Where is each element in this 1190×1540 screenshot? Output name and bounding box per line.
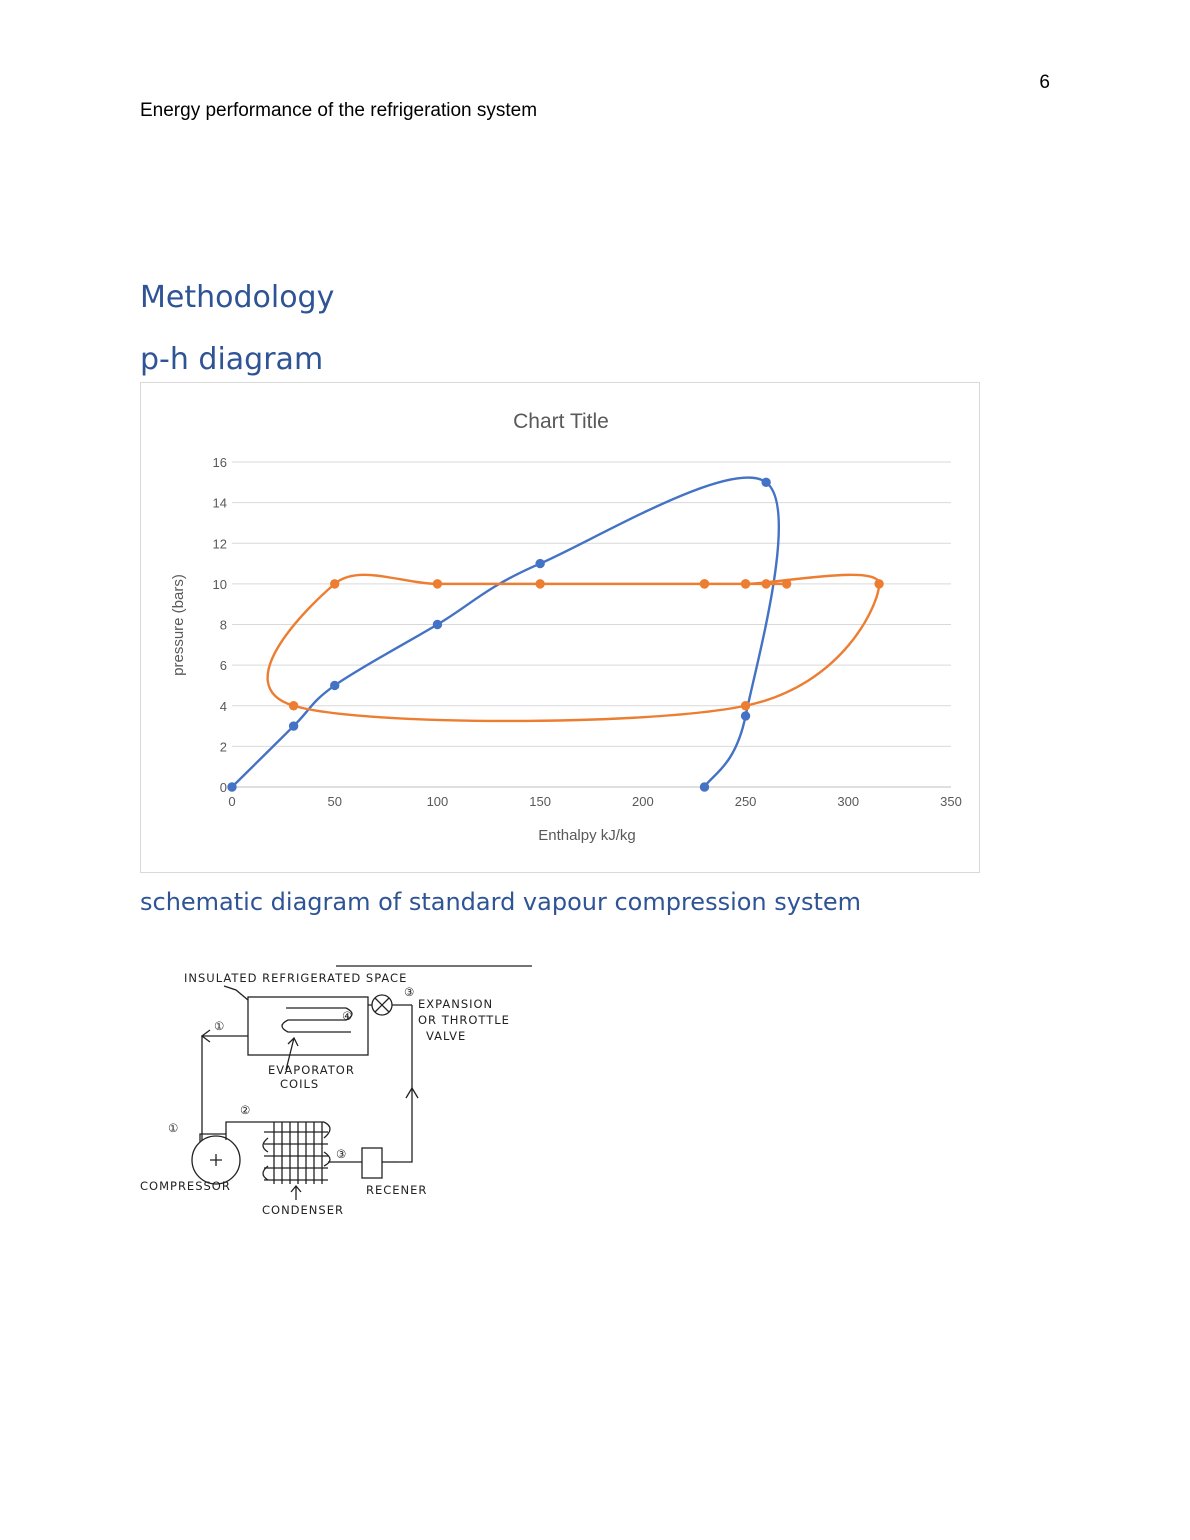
series-2-point xyxy=(874,579,884,589)
series-2-line xyxy=(266,573,881,723)
ph-chart-svg: Chart Title 0 2 4 6 8 10 12 14 16 0 50 100 150 200 250… xyxy=(170,410,962,844)
methodology-heading: Methodology xyxy=(140,280,335,315)
liquid-line-arrow xyxy=(405,1086,419,1099)
receiver-label: RECENER xyxy=(366,1183,427,1197)
schematic-svg: INSULATED REFRIGERATED SPACE ④ ③ EXPANSI… xyxy=(140,965,532,1217)
grid-lines xyxy=(232,461,951,788)
series-1-point xyxy=(330,680,340,691)
expansion-label-3: VALVE xyxy=(426,1029,466,1043)
running-head: Energy performance of the refrigeration … xyxy=(140,100,538,121)
ph-diagram-heading: p-h diagram xyxy=(140,342,324,377)
series-2-point xyxy=(740,579,751,589)
vapour-compression-schematic: INSULATED REFRIGERATED SPACE ④ ③ EXPANSI… xyxy=(136,962,532,1242)
state-4-marker: ④ xyxy=(342,1009,353,1023)
series-2-point xyxy=(288,701,299,711)
x-tick-label: 250 xyxy=(735,794,757,809)
evaporator-label-1: EVAPORATOR xyxy=(268,1063,355,1077)
series-2-point xyxy=(761,579,771,589)
compressor-plus xyxy=(210,1154,222,1166)
series-2-point xyxy=(535,579,545,589)
ph-chart: Chart Title 0 2 4 6 8 10 12 14 16 0 50 100 150 200 250… xyxy=(140,382,980,873)
condenser-label: CONDENSER xyxy=(262,1203,344,1217)
suction-line xyxy=(201,1035,248,1140)
compressor-head xyxy=(199,1133,227,1142)
series-1-point xyxy=(432,619,443,630)
discharge-line xyxy=(225,1121,324,1134)
compressor-label: COMPRESSOR xyxy=(140,1179,231,1193)
space-pointer xyxy=(223,985,249,1001)
expansion-label-1: EXPANSION xyxy=(418,997,493,1011)
schematic-heading: schematic diagram of standard vapour com… xyxy=(140,888,862,916)
condenser-grid xyxy=(262,1121,331,1184)
series-1-point xyxy=(288,721,299,731)
y-tick-label: 6 xyxy=(220,658,227,673)
evaporator-coil xyxy=(281,1007,353,1033)
y-tick-label: 12 xyxy=(213,536,227,551)
compressor-icon xyxy=(191,1135,241,1185)
state-1-top-marker: ① xyxy=(214,1019,225,1033)
page-number: 6 xyxy=(1039,72,1050,93)
series-1-point xyxy=(740,711,751,721)
series-1-point xyxy=(761,477,771,488)
series-2-point xyxy=(330,579,340,589)
series-1-point xyxy=(535,558,545,569)
y-tick-label: 14 xyxy=(213,496,227,511)
series-1-point xyxy=(699,782,710,792)
evaporator-pointer xyxy=(285,1036,299,1071)
expansion-valve-cross xyxy=(374,997,390,1013)
x-tick-label: 50 xyxy=(327,794,341,809)
state-3-top-marker: ③ xyxy=(404,985,415,999)
liquid-line xyxy=(398,1005,413,1163)
refrigerated-space-box xyxy=(247,996,369,1056)
x-tick-label: 300 xyxy=(837,794,859,809)
x-tick-label: 150 xyxy=(529,794,551,809)
space-label: INSULATED REFRIGERATED SPACE xyxy=(184,971,407,985)
state-1-marker: ① xyxy=(168,1121,179,1135)
series-layer xyxy=(227,476,884,792)
y-tick-label: 4 xyxy=(220,699,227,714)
state-2-marker: ② xyxy=(240,1103,251,1117)
series-1-line xyxy=(231,476,780,788)
evaporator-label-2: COILS xyxy=(280,1077,319,1091)
x-axis-label: Enthalpy kJ/kg xyxy=(538,827,636,844)
series-2-point xyxy=(781,579,792,589)
y-tick-label: 10 xyxy=(213,577,227,592)
y-axis-label: pressure (bars) xyxy=(170,574,187,676)
receiver-box xyxy=(361,1147,383,1179)
chart-title: Chart Title xyxy=(513,410,609,433)
expansion-label-2: OR THROTTLE xyxy=(418,1013,510,1027)
x-tick-label: 0 xyxy=(228,794,235,809)
suction-arrow xyxy=(200,1029,211,1043)
series-2-point xyxy=(699,579,710,589)
condenser-pointer xyxy=(290,1184,302,1200)
y-tick-label: 8 xyxy=(220,618,227,633)
y-tick-label: 16 xyxy=(213,455,227,470)
tick-labels: 0 2 4 6 8 10 12 14 16 0 50 100 150 200 250 300 350 xyxy=(213,455,962,809)
y-tick-label: 2 xyxy=(220,739,227,754)
x-tick-label: 100 xyxy=(427,794,449,809)
series-1-point xyxy=(227,782,237,792)
x-tick-label: 350 xyxy=(940,794,962,809)
series-2-point xyxy=(740,701,751,711)
x-tick-label: 200 xyxy=(632,794,654,809)
state-3-marker: ③ xyxy=(336,1147,347,1161)
series-2-point xyxy=(432,579,443,589)
y-tick-label: 0 xyxy=(220,780,227,795)
